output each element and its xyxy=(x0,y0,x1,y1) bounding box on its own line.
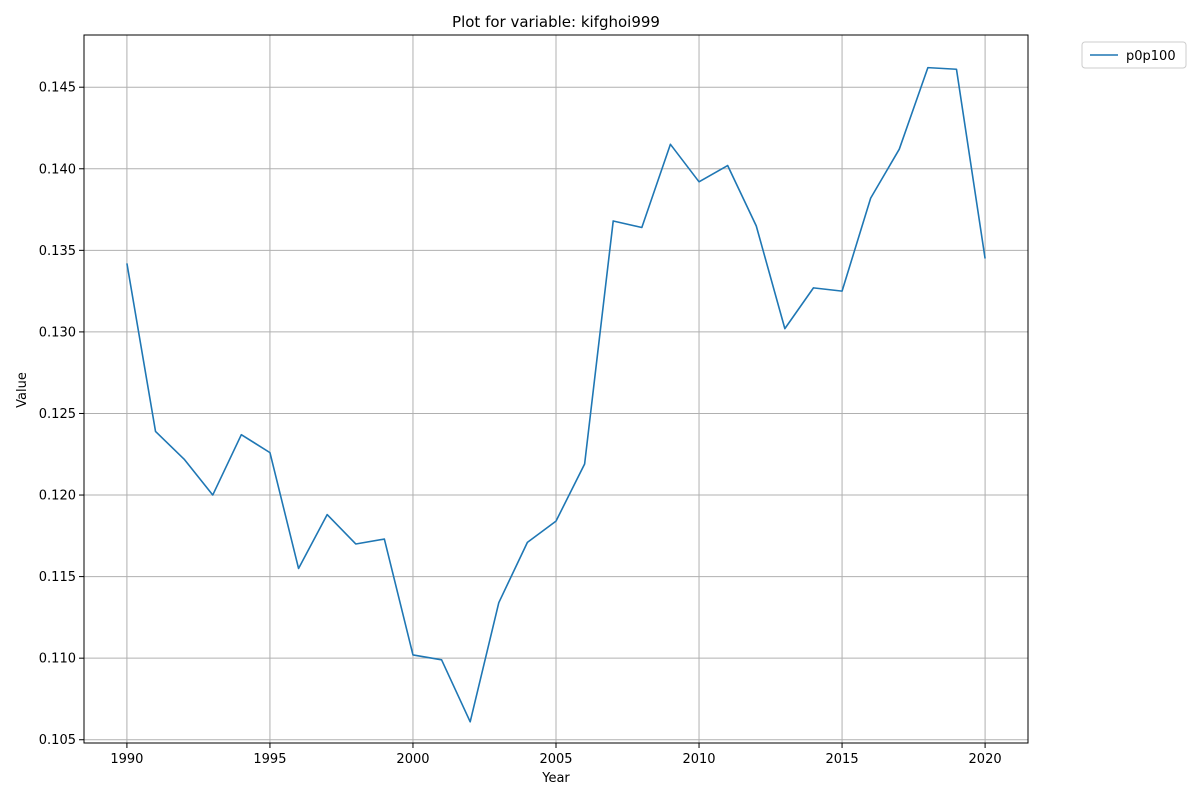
legend-entry-p0p100: p0p100 xyxy=(1126,49,1176,64)
y-tick-label: 0.145 xyxy=(39,81,76,96)
y-tick-label: 0.125 xyxy=(39,407,76,422)
y-axis-label: Value xyxy=(15,372,30,408)
y-tick-label: 0.105 xyxy=(39,733,76,748)
x-tick-label: 2020 xyxy=(969,752,1002,767)
chart-title: Plot for variable: kifghoi999 xyxy=(452,13,660,31)
grid-lines xyxy=(84,35,1028,743)
y-tick-label: 0.110 xyxy=(39,652,76,667)
x-tick-label: 2000 xyxy=(396,752,429,767)
y-tick-label: 0.140 xyxy=(39,162,76,177)
x-tick-label: 2010 xyxy=(682,752,715,767)
legend: p0p100 xyxy=(1081,41,1187,69)
x-tick-label: 2015 xyxy=(826,752,859,767)
y-tick-label: 0.120 xyxy=(39,489,76,504)
x-axis-ticks: 1990 1995 2000 2005 2010 2015 2020 xyxy=(110,743,1002,767)
y-tick-label: 0.135 xyxy=(39,244,76,259)
legend-box xyxy=(1081,41,1187,69)
y-axis-ticks: 0.105 0.110 0.115 0.120 0.125 0.130 0.135 0.140… xyxy=(39,81,84,748)
x-tick-label: 2005 xyxy=(539,752,572,767)
y-tick-label: 0.130 xyxy=(39,325,76,340)
y-tick-label: 0.115 xyxy=(39,570,76,585)
x-axis-label: Year xyxy=(541,771,570,786)
x-tick-label: 1995 xyxy=(253,752,286,767)
x-tick-label: 1990 xyxy=(110,752,143,767)
series-line-p0p100 xyxy=(126,66,986,723)
